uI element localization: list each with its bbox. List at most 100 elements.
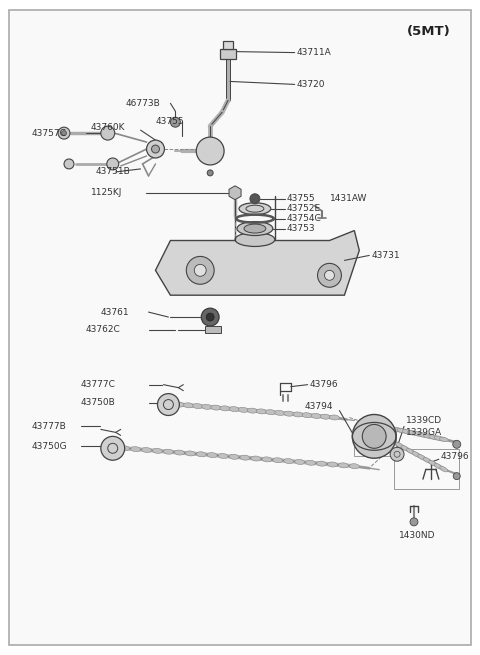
Circle shape bbox=[194, 265, 206, 276]
Ellipse shape bbox=[275, 411, 285, 415]
Polygon shape bbox=[229, 186, 241, 200]
Text: 43751B: 43751B bbox=[96, 168, 131, 176]
Circle shape bbox=[201, 308, 219, 326]
Text: 43750G: 43750G bbox=[31, 442, 67, 451]
Text: 1339GA: 1339GA bbox=[406, 428, 442, 437]
Text: 43762C: 43762C bbox=[86, 326, 120, 335]
Text: 43755: 43755 bbox=[287, 195, 315, 203]
Ellipse shape bbox=[238, 407, 248, 413]
Text: 1125KJ: 1125KJ bbox=[91, 188, 122, 197]
Circle shape bbox=[61, 130, 67, 136]
Ellipse shape bbox=[174, 402, 184, 407]
Bar bbox=[354, 428, 396, 457]
Bar bbox=[220, 48, 236, 58]
Ellipse shape bbox=[329, 415, 339, 420]
Circle shape bbox=[453, 440, 461, 448]
Ellipse shape bbox=[174, 450, 184, 455]
Ellipse shape bbox=[229, 455, 239, 459]
Text: 43760K: 43760K bbox=[91, 122, 125, 132]
Ellipse shape bbox=[338, 463, 348, 468]
Circle shape bbox=[64, 159, 74, 169]
FancyBboxPatch shape bbox=[9, 10, 471, 645]
Ellipse shape bbox=[273, 458, 283, 462]
Text: 43750B: 43750B bbox=[81, 398, 116, 407]
Circle shape bbox=[152, 145, 159, 153]
Text: 43794: 43794 bbox=[305, 402, 333, 411]
Circle shape bbox=[186, 256, 214, 284]
Ellipse shape bbox=[247, 408, 257, 413]
Ellipse shape bbox=[429, 460, 437, 466]
Ellipse shape bbox=[418, 433, 427, 437]
Ellipse shape bbox=[349, 464, 360, 469]
Ellipse shape bbox=[390, 440, 398, 445]
Ellipse shape bbox=[396, 443, 404, 448]
Ellipse shape bbox=[302, 413, 312, 418]
Circle shape bbox=[318, 263, 341, 288]
Circle shape bbox=[390, 447, 404, 461]
Ellipse shape bbox=[423, 434, 432, 438]
Ellipse shape bbox=[295, 459, 305, 464]
Circle shape bbox=[157, 394, 180, 415]
Polygon shape bbox=[156, 231, 360, 295]
Text: 43777B: 43777B bbox=[31, 422, 66, 431]
Ellipse shape bbox=[397, 428, 406, 433]
Ellipse shape bbox=[402, 430, 411, 434]
Ellipse shape bbox=[284, 411, 294, 416]
Text: 43752E: 43752E bbox=[287, 204, 321, 213]
Ellipse shape bbox=[320, 414, 330, 419]
Ellipse shape bbox=[235, 233, 275, 246]
Ellipse shape bbox=[220, 406, 230, 411]
Ellipse shape bbox=[196, 452, 206, 457]
Text: 46773B: 46773B bbox=[126, 99, 160, 108]
Circle shape bbox=[410, 518, 418, 526]
Ellipse shape bbox=[401, 445, 409, 451]
Circle shape bbox=[58, 127, 70, 139]
Circle shape bbox=[453, 473, 460, 479]
Ellipse shape bbox=[211, 405, 221, 410]
Ellipse shape bbox=[284, 458, 294, 464]
Text: 1431AW: 1431AW bbox=[329, 195, 367, 203]
Ellipse shape bbox=[164, 449, 173, 454]
Ellipse shape bbox=[434, 436, 443, 440]
Ellipse shape bbox=[237, 221, 273, 236]
Ellipse shape bbox=[239, 203, 271, 215]
Ellipse shape bbox=[240, 455, 250, 460]
Circle shape bbox=[207, 170, 213, 176]
Ellipse shape bbox=[256, 409, 266, 414]
Text: 43755: 43755 bbox=[156, 117, 184, 126]
Ellipse shape bbox=[392, 427, 400, 432]
Ellipse shape bbox=[327, 462, 337, 467]
Ellipse shape bbox=[262, 457, 272, 462]
Circle shape bbox=[170, 117, 180, 127]
Text: 43796: 43796 bbox=[310, 380, 338, 389]
Ellipse shape bbox=[408, 430, 416, 435]
Ellipse shape bbox=[317, 461, 326, 466]
Ellipse shape bbox=[229, 407, 239, 411]
Ellipse shape bbox=[131, 447, 141, 452]
Ellipse shape bbox=[218, 453, 228, 458]
Circle shape bbox=[107, 158, 119, 170]
Ellipse shape bbox=[407, 449, 415, 454]
Text: (5MT): (5MT) bbox=[407, 26, 451, 38]
Text: 43796: 43796 bbox=[441, 452, 469, 460]
Ellipse shape bbox=[311, 413, 321, 419]
Ellipse shape bbox=[439, 437, 448, 441]
Ellipse shape bbox=[142, 447, 152, 453]
Ellipse shape bbox=[440, 466, 448, 472]
Ellipse shape bbox=[265, 409, 276, 415]
Bar bbox=[223, 41, 233, 48]
Text: 43720: 43720 bbox=[297, 80, 325, 89]
Text: 43757C: 43757C bbox=[31, 128, 66, 138]
Circle shape bbox=[196, 137, 224, 165]
Ellipse shape bbox=[207, 453, 217, 458]
Circle shape bbox=[324, 271, 335, 280]
Ellipse shape bbox=[244, 224, 266, 233]
Ellipse shape bbox=[434, 464, 443, 469]
Text: 43761: 43761 bbox=[101, 308, 130, 316]
Bar bbox=[394, 449, 459, 489]
Text: 1339CD: 1339CD bbox=[406, 416, 442, 425]
Ellipse shape bbox=[423, 457, 432, 463]
Ellipse shape bbox=[293, 412, 303, 417]
Bar bbox=[205, 326, 221, 333]
Text: 43777C: 43777C bbox=[81, 380, 116, 389]
